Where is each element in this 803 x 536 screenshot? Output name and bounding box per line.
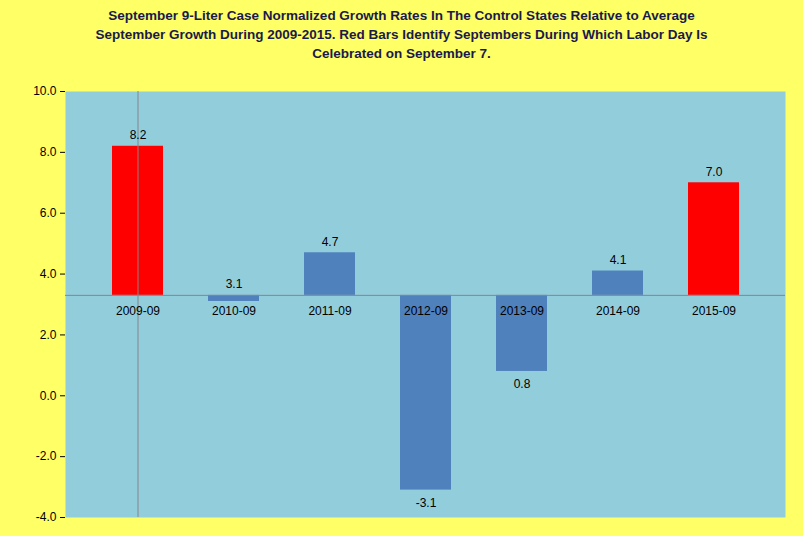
svg-text:8.2: 8.2 [130,128,147,142]
svg-text:4.7: 4.7 [322,235,339,249]
svg-text:3.1: 3.1 [226,277,243,291]
svg-text:4.0: 4.0 [40,267,57,281]
html-text:September 9-Liter Case Normali: September 9-Liter Case Normalized Growth… [95,8,708,61]
svg-text:7.0: 7.0 [706,165,723,179]
svg-text:2014-09: 2014-09 [596,304,640,318]
svg-text:2013-09: 2013-09 [500,304,544,318]
svg-text:2015-09: 2015-09 [692,304,736,318]
svg-text:6.0: 6.0 [40,206,57,220]
svg-text:4.1: 4.1 [610,253,627,267]
svg-text:8.0: 8.0 [40,145,57,159]
svg-text:2012-09: 2012-09 [404,304,448,318]
svg-text:0.0: 0.0 [40,389,57,403]
svg-text:2.0: 2.0 [40,328,57,342]
svg-text:-4.0: -4.0 [36,510,57,524]
svg-text:-3.1: -3.1 [416,496,437,510]
svg-text:-2.0: -2.0 [36,449,57,463]
svg-text:2009-09: 2009-09 [116,304,160,318]
svg-text:10.0: 10.0 [33,84,57,98]
svg-text:2010-09: 2010-09 [212,304,256,318]
svg-text:2011-09: 2011-09 [308,304,351,318]
svg-text:0.8: 0.8 [514,377,531,391]
